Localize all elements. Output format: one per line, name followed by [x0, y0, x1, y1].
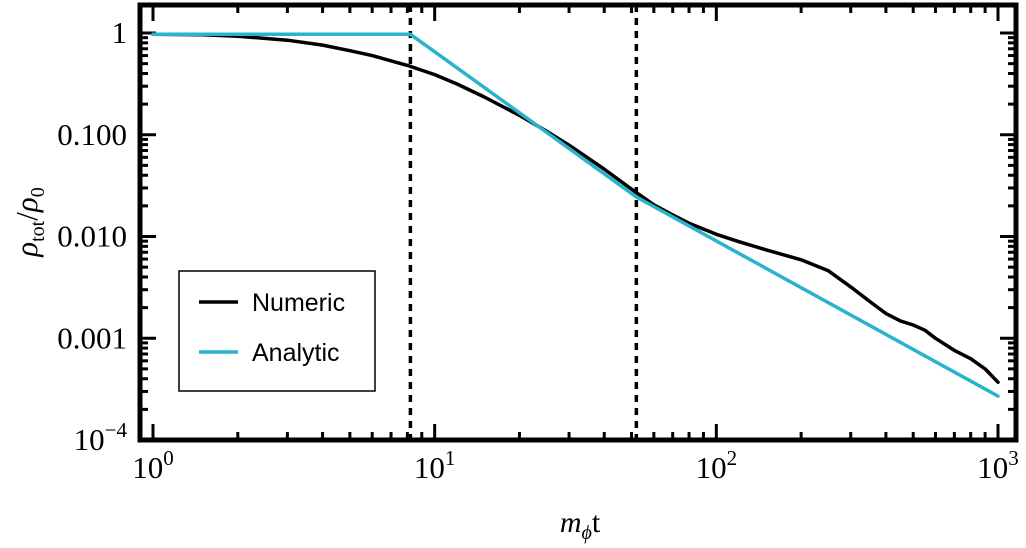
- y-tick-label: 0.100: [57, 117, 127, 152]
- x-axis-label-suffix: t: [592, 506, 601, 539]
- svg-text:mϕt: mϕt: [560, 506, 601, 544]
- svg-text:ρtot/ρ0: ρtot/ρ0: [9, 187, 49, 258]
- x-tick-label: 102: [696, 446, 738, 485]
- y-tick-label: 0.010: [57, 219, 127, 254]
- x-axis-label-sub: ϕ: [581, 522, 591, 544]
- vertical-marker-lines: [408, 5, 639, 440]
- y-axis-label-var: ρ: [9, 242, 44, 258]
- plot-frame: [137, 2, 1019, 443]
- legend-box: [178, 270, 376, 392]
- y-tick-label: 10−4: [74, 418, 128, 457]
- y-axis-label: ρtot/ρ0: [9, 187, 49, 258]
- legend-label-analytic: Analytic: [252, 339, 340, 367]
- y-axis-label-slash: /: [9, 212, 44, 221]
- legend-label-numeric: Numeric: [252, 289, 345, 317]
- y-axis-label-sub: tot: [27, 220, 49, 242]
- y-axis-label-var2: ρ: [9, 197, 44, 213]
- x-tick-label: 100: [132, 446, 174, 485]
- y-tick-label: 1: [112, 15, 128, 50]
- series-lines: [151, 32, 1000, 398]
- y-axis-label-sub2: 0: [27, 187, 49, 197]
- x-axis-label-var: m: [560, 506, 582, 539]
- legend: Numeric Analytic: [178, 270, 376, 392]
- y-tick-label: 0.001: [57, 320, 127, 355]
- series-line-numeric: [151, 32, 1000, 384]
- series-line-analytic: [151, 32, 1000, 398]
- tick-labels: 100 101 102 103 1 0.100 0.010 0.001 10−4: [57, 15, 1019, 485]
- x-tick-label: 103: [977, 446, 1019, 485]
- x-axis-label: mϕt: [560, 506, 601, 544]
- x-tick-label: 101: [414, 446, 456, 485]
